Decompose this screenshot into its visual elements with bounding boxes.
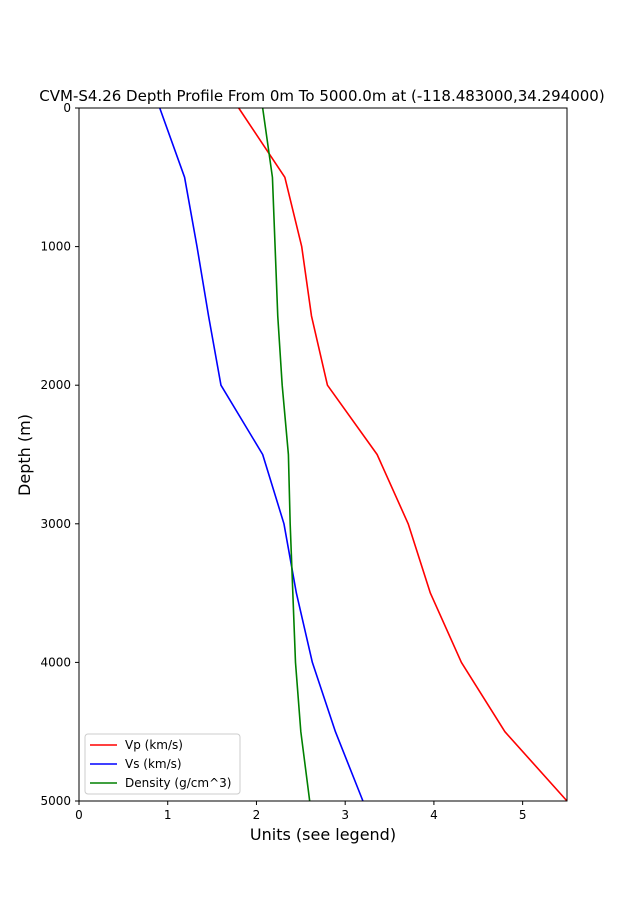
x-tick-label: 5 bbox=[519, 808, 527, 822]
x-tick-label: 0 bbox=[75, 808, 83, 822]
plot-frame bbox=[78, 107, 568, 802]
chart-title: CVM-S4.26 Depth Profile From 0m To 5000.… bbox=[39, 87, 604, 105]
legend-label: Vp (km/s) bbox=[125, 738, 183, 752]
x-tick-label: 1 bbox=[164, 808, 172, 822]
x-tick-label: 2 bbox=[253, 808, 261, 822]
legend-label: Vs (km/s) bbox=[125, 757, 182, 771]
y-tick-label: 2000 bbox=[40, 378, 71, 392]
series-line-1 bbox=[158, 107, 364, 802]
legend-box bbox=[84, 733, 241, 795]
series-line-0 bbox=[238, 107, 568, 802]
x-axis-ticks: 0 1 2 3 4 5 bbox=[75, 801, 526, 822]
y-tick-label: 3000 bbox=[40, 517, 71, 531]
y-tick-label: 0 bbox=[63, 101, 71, 115]
y-tick-label: 4000 bbox=[40, 655, 71, 669]
y-axis-ticks: 0 1000 2000 3000 4000 5000 bbox=[40, 101, 79, 808]
legend-label: Density (g/cm^3) bbox=[125, 776, 231, 790]
y-axis-label: Depth (m) bbox=[15, 414, 34, 496]
x-tick-label: 4 bbox=[430, 808, 438, 822]
series-layer bbox=[158, 107, 568, 802]
x-tick-label: 3 bbox=[341, 808, 349, 822]
legend: Vp (km/s) Vs (km/s) Density (g/cm^3) bbox=[84, 733, 241, 795]
x-axis-label: Units (see legend) bbox=[250, 825, 396, 844]
y-tick-label: 1000 bbox=[40, 240, 71, 254]
y-tick-label: 5000 bbox=[40, 794, 71, 808]
series-line-2 bbox=[261, 107, 311, 802]
